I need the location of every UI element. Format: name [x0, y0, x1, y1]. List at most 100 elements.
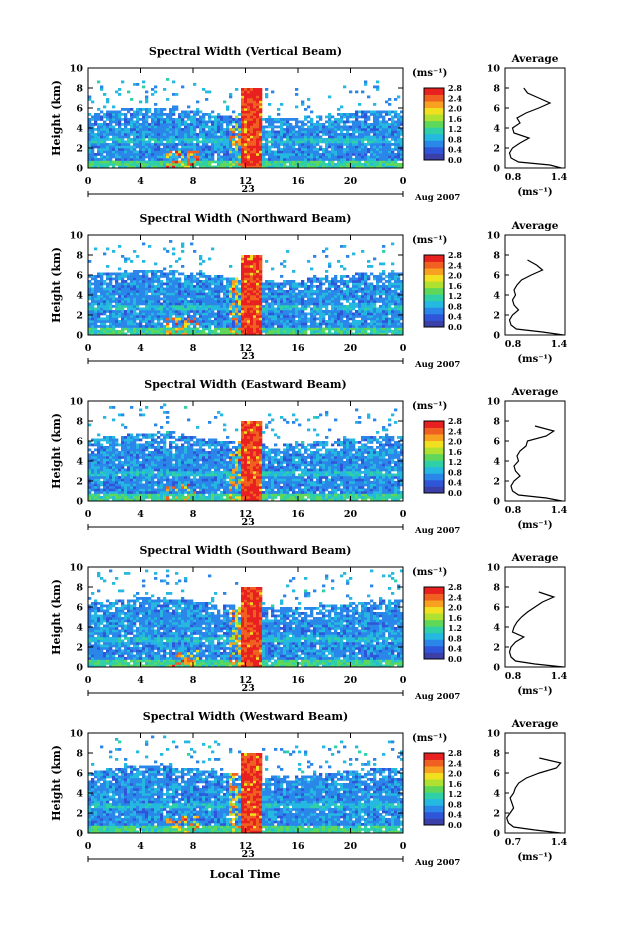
heatmap-cell [124, 115, 128, 119]
heatmap-cell [244, 93, 248, 96]
heatmap-cell [280, 165, 284, 169]
heatmap-cell [217, 325, 221, 328]
heatmap-cell [115, 133, 119, 136]
heatmap-cell [115, 140, 119, 144]
heatmap-cell [361, 297, 365, 301]
heatmap-cell [289, 130, 293, 134]
heatmap-cell [112, 250, 116, 253]
heatmap-cell [355, 140, 359, 144]
heatmap-cell [133, 148, 137, 151]
heatmap-cell [262, 160, 266, 164]
colorbar-swatch [424, 153, 444, 161]
heatmap-cell [256, 153, 260, 156]
heatmap-cell [142, 275, 146, 278]
heatmap-cell [235, 160, 239, 164]
heatmap-cell [274, 330, 278, 333]
heatmap-cell [316, 150, 320, 154]
heatmap-cell [295, 155, 299, 159]
heatmap-cell [136, 163, 140, 166]
heatmap-cell [190, 118, 194, 121]
heatmap-cell [307, 317, 311, 321]
heatmap-cell [160, 128, 164, 131]
heatmap-cell [271, 160, 275, 164]
heatmap-cell [169, 148, 173, 151]
heatmap-cell [235, 330, 239, 333]
heatmap-cell [325, 128, 329, 131]
heatmap-cell [283, 260, 287, 263]
heatmap-cell [259, 118, 263, 121]
colorbar-tick-label: 2.4 [448, 260, 462, 270]
heatmap-cell [160, 115, 164, 119]
heatmap-cell [394, 98, 398, 101]
heatmap-cell [124, 163, 128, 166]
heatmap-cell [178, 325, 182, 328]
heatmap-cell [277, 305, 281, 308]
heatmap-cell [166, 138, 170, 141]
heatmap-cell [280, 320, 284, 323]
heatmap-cell [304, 143, 308, 146]
heatmap-cell [388, 290, 392, 293]
heatmap-cell [337, 120, 341, 124]
heatmap-cell [172, 330, 176, 333]
heatmap-cell [367, 277, 371, 281]
heatmap-cell [190, 295, 194, 298]
heatmap-cell [337, 125, 341, 129]
heatmap-cell [265, 330, 269, 333]
heatmap-cell [394, 163, 398, 166]
heatmap-cell [259, 297, 263, 301]
colorbar-unit: (ms⁻¹) [412, 235, 447, 246]
heatmap-cell [244, 105, 248, 109]
heatmap-cell [229, 130, 233, 134]
heatmap-cell [223, 277, 227, 281]
heatmap-cell [340, 307, 344, 311]
heatmap-cell [172, 285, 176, 288]
heatmap-cell [184, 155, 188, 159]
heatmap-cell [349, 287, 353, 291]
heatmap-cell [289, 300, 293, 303]
heatmap-cell [358, 140, 362, 144]
heatmap-cell [274, 315, 278, 318]
heatmap-cell [289, 302, 293, 306]
heatmap-cell [352, 143, 356, 146]
heatmap-cell [139, 125, 143, 129]
heatmap-cell [268, 158, 272, 161]
heatmap-cell [142, 85, 146, 89]
heatmap-cell [310, 285, 314, 288]
heatmap-cell [145, 292, 149, 296]
heatmap-cell [88, 148, 92, 151]
heatmap-cell [346, 330, 350, 333]
heatmap-cell [94, 140, 98, 144]
heatmap-cell [274, 307, 278, 311]
heatmap-cell [334, 310, 338, 313]
heatmap-cell [274, 143, 278, 146]
heatmap-cell [178, 330, 182, 333]
heatmap-cell [151, 330, 155, 333]
heatmap-cell [142, 320, 146, 323]
heatmap-cell [229, 118, 233, 121]
heatmap-cell [277, 322, 281, 326]
heatmap-cell [394, 332, 398, 336]
heatmap-cell [151, 153, 155, 156]
x-tick-label: 12 [239, 343, 252, 354]
heatmap-cell [322, 138, 326, 141]
heatmap-cell [379, 292, 383, 296]
heatmap-cell [187, 285, 191, 288]
heatmap-cell [124, 257, 128, 261]
heatmap-cell [94, 280, 98, 283]
heatmap-cell [112, 287, 116, 291]
heatmap-cell [292, 315, 296, 318]
heatmap-cell [358, 165, 362, 169]
heatmap-cell [265, 297, 269, 301]
heatmap-cell [124, 153, 128, 156]
heatmap-cell [124, 315, 128, 318]
heatmap-cell [346, 113, 350, 116]
heatmap-cell [328, 135, 332, 139]
heatmap-cell [91, 135, 95, 139]
heatmap-cell [343, 275, 347, 278]
heatmap-cell [103, 302, 107, 306]
heatmap-cell [346, 255, 350, 258]
heatmap-cell [175, 312, 179, 316]
heatmap-cell [91, 312, 95, 316]
heatmap-cell [247, 280, 251, 283]
heatmap-cell [94, 153, 98, 156]
